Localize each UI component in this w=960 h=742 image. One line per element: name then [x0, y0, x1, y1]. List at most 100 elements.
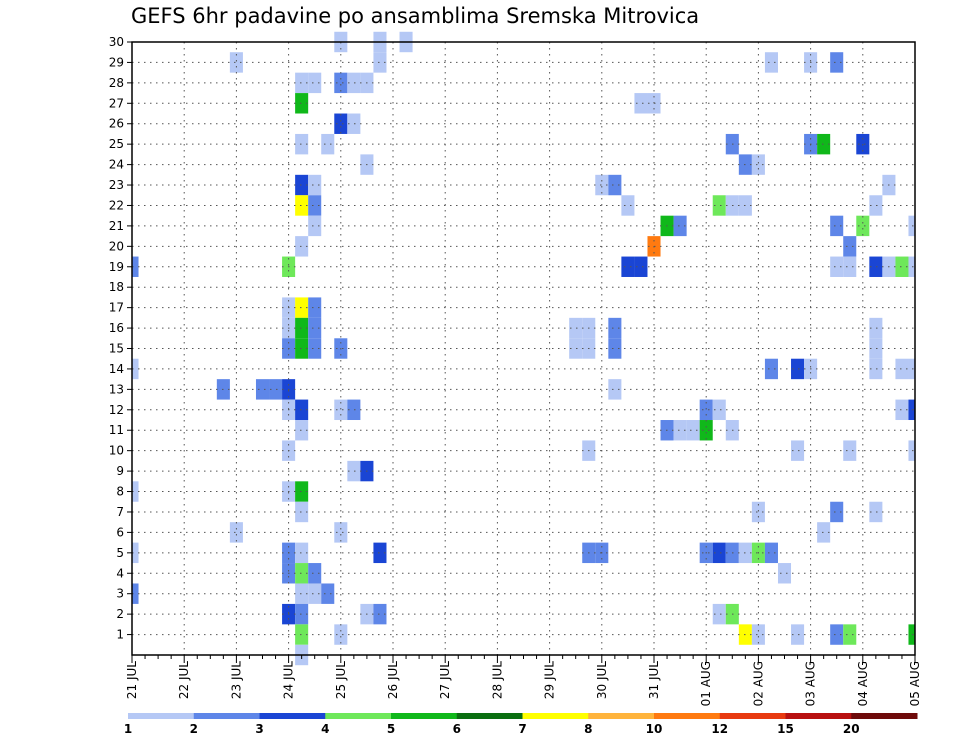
heatmap-cell: [308, 338, 322, 359]
heatmap-cell: [308, 195, 322, 216]
heatmap-cell: [751, 501, 765, 523]
heatmap-cell: [295, 93, 309, 114]
heatmap-cell: [334, 399, 348, 421]
heatmap-cell: [295, 583, 309, 604]
heatmap-cell: [295, 338, 309, 359]
heatmap-cell: [308, 563, 322, 584]
heatmap-cell: [295, 195, 309, 216]
heatmap-cell: [308, 174, 322, 196]
y-tick-label: 3: [116, 587, 124, 601]
heatmap-cell: [843, 236, 857, 257]
heatmap-cell: [334, 624, 348, 645]
colorbar-segment: [588, 713, 655, 719]
heatmap-cell: [908, 256, 916, 277]
heatmap-cell: [830, 256, 844, 277]
heatmap-cell: [634, 256, 648, 277]
heatmap-cell: [817, 522, 831, 543]
colorbar-label: 15: [777, 722, 794, 736]
x-axis: 21 JUL 22 JUL 23 JUL 24 JUL 25 JUL 26 JUL 27 J…: [125, 655, 922, 706]
heatmap-cell: [308, 317, 322, 339]
heatmap-cell: [295, 624, 309, 645]
heatmap-cell: [255, 379, 270, 400]
heatmap-cell: [908, 215, 916, 237]
heatmap-cell: [869, 358, 883, 380]
heatmap-cell: [347, 72, 361, 94]
y-tick-label: 11: [109, 423, 124, 437]
x-tick-label: 01 AUG: [699, 661, 713, 706]
heatmap-cell: [229, 522, 243, 543]
x-tick-label: 02 AUG: [751, 661, 765, 706]
y-tick-label: 13: [109, 382, 124, 396]
x-tick-label: 03 AUG: [804, 661, 818, 706]
y-tick-label: 25: [109, 137, 124, 151]
colorbar-label: 12: [711, 722, 728, 736]
heatmap-cell: [295, 481, 309, 502]
y-tick-label: 23: [109, 178, 124, 192]
colorbar-segment: [522, 713, 589, 719]
heatmap-cell: [908, 624, 916, 645]
heatmap-cell: [334, 113, 348, 134]
heatmap-cell: [608, 338, 622, 359]
x-tick-label: 04 AUG: [856, 661, 870, 706]
y-tick-label: 9: [116, 464, 124, 478]
colorbar-label: 7: [518, 722, 526, 736]
colorbar-segment: [259, 713, 326, 719]
x-tick-label: 31 JUL: [647, 661, 661, 699]
heatmap-cell: [321, 583, 335, 604]
y-tick-label: 20: [109, 239, 124, 253]
heatmap-cell: [830, 624, 844, 645]
colorbar-segment: [785, 713, 852, 719]
heatmap-cell: [373, 52, 387, 73]
x-tick-label: 29 JUL: [543, 661, 557, 699]
heatmap-cell: [830, 215, 844, 237]
y-tick-label: 16: [109, 321, 124, 335]
y-tick-label: 30: [109, 35, 124, 49]
heatmap-cell: [373, 542, 387, 564]
heatmap-cell: [595, 174, 609, 196]
heatmap-cell: [712, 195, 726, 216]
heatmap-cell: [699, 399, 713, 421]
heatmap-cell: [295, 501, 309, 523]
y-tick-label: 19: [109, 260, 124, 274]
colorbar-label: 6: [453, 722, 461, 736]
x-tick-label: 23 JUL: [229, 661, 243, 699]
y-tick-label: 15: [109, 342, 124, 356]
x-tick-label: 25 JUL: [334, 661, 348, 699]
heatmap-cell: [132, 358, 139, 380]
heatmap-cell: [373, 603, 387, 625]
heatmap-cell: [830, 501, 844, 523]
y-tick-label: 21: [109, 219, 124, 233]
colorbar-label: 2: [190, 722, 198, 736]
heatmap-cell: [295, 603, 309, 625]
heatmap-cell: [791, 624, 805, 645]
heatmap-cell: [764, 358, 778, 380]
x-tick-label: 24 JUL: [282, 661, 296, 699]
heatmap-cell: [621, 195, 635, 216]
heatmap-cell: [132, 542, 139, 564]
x-tick-label: 21 JUL: [125, 661, 139, 699]
heatmap-cell: [132, 481, 139, 502]
heatmap-cell: [686, 420, 700, 441]
colorbar-label: 3: [255, 722, 263, 736]
heatmap-cell: [830, 52, 844, 73]
colorbar: 1 2 3 4 5 6 7 8 10 12 15 20: [124, 713, 918, 736]
heatmap-cell: [791, 358, 805, 380]
heatmap-cell: [621, 256, 635, 277]
heatmap-cell: [895, 256, 909, 277]
y-axis: 1234567891011121314151617181920212223242…: [109, 35, 132, 642]
heatmap-cell: [321, 133, 335, 155]
y-tick-label: 7: [116, 505, 124, 519]
heatmap-cell: [347, 399, 361, 421]
heatmap-cell: [229, 52, 243, 73]
heatmap-cell: [673, 420, 687, 441]
heatmap-cell: [791, 440, 805, 461]
heatmap-cell: [569, 338, 583, 359]
heatmap-cell: [895, 399, 909, 421]
heatmap-cell: [308, 583, 322, 604]
heatmap-cell: [712, 542, 726, 564]
x-tick-label: 27 JUL: [438, 661, 452, 699]
heatmap-cell: [764, 542, 778, 564]
heatmap-cell: [634, 93, 648, 114]
heatmap-cell: [295, 133, 309, 155]
heatmap-cell: [269, 379, 283, 400]
